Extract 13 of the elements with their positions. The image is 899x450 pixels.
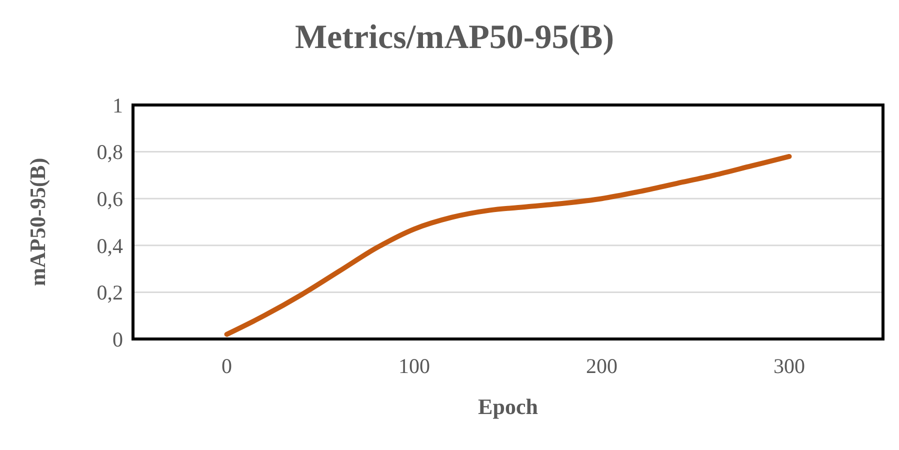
chart-title: Metrics/mAP50-95(B): [294, 19, 614, 56]
y-axis-title: mAP50-95(B): [25, 158, 50, 286]
x-tick-label: 200: [586, 354, 618, 378]
x-tick-label: 300: [774, 354, 805, 378]
x-tick-label: 0: [222, 354, 232, 378]
y-tick-label: 0: [112, 327, 123, 352]
y-tick-label: 1: [112, 93, 123, 118]
y-tick-label: 0,4: [96, 234, 124, 258]
x-axis-title: Epoch: [478, 394, 538, 419]
x-tick-label: 100: [398, 354, 430, 378]
y-tick-label: 0,6: [96, 186, 123, 211]
y-tick-label: 0,8: [96, 140, 123, 164]
y-tick-label: 0,2: [96, 280, 123, 305]
